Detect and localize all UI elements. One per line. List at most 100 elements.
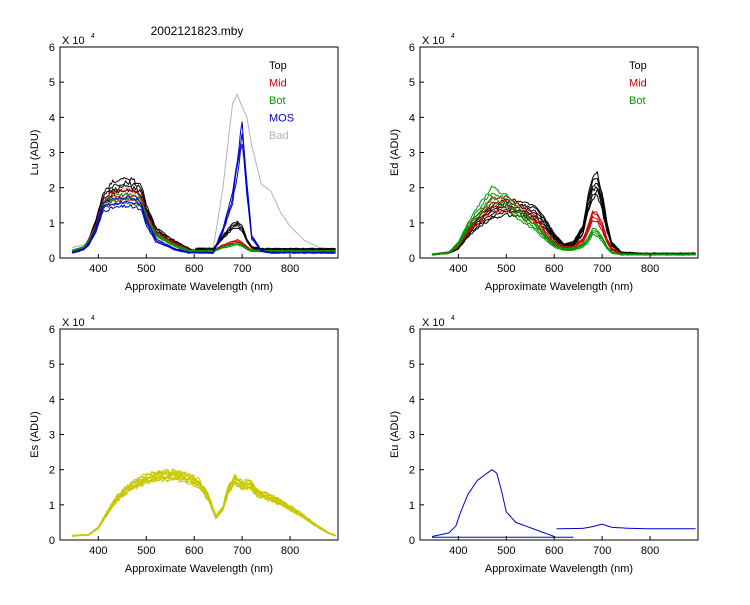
y-tick-label: 5 bbox=[409, 359, 415, 371]
figure-title: 2002121823.mby bbox=[151, 24, 244, 38]
x-tick-label: 600 bbox=[185, 263, 203, 275]
y-axis-label: Lu (ADU) bbox=[29, 130, 41, 176]
series-line-mos-3 bbox=[71, 121, 336, 254]
series-line-bad bbox=[71, 93, 336, 250]
series-line-es-10 bbox=[71, 468, 336, 536]
series-line-bot-2 bbox=[431, 195, 696, 256]
y-tick-label: 1 bbox=[409, 218, 415, 230]
series-line-bot-1 bbox=[71, 200, 336, 253]
plot-frame bbox=[59, 46, 339, 259]
y-tick-label: 0 bbox=[49, 535, 55, 547]
chart-ed: 400 500 600 700 800 0 1 2 3 4 5 6 X 10 4 Approximate W… bbox=[389, 33, 699, 293]
chart-es: 400 500 600 700 800 0 1 2 3 4 5 6 X 10 4 Approximate W… bbox=[29, 315, 339, 575]
axis-multiplier: X 10 bbox=[62, 35, 85, 47]
y-tick-label: 0 bbox=[409, 535, 415, 547]
x-tick-label: 500 bbox=[497, 263, 515, 275]
x-axis-label: Approximate Wavelength (nm) bbox=[125, 281, 273, 293]
y-tick-label: 4 bbox=[49, 112, 55, 124]
series-line-bot-4 bbox=[431, 185, 696, 255]
x-tick-label: 600 bbox=[545, 263, 563, 275]
series-line-mid-1 bbox=[71, 196, 336, 253]
legend-entry-top: Top bbox=[269, 60, 287, 72]
x-axis-label: Approximate Wavelength (nm) bbox=[485, 563, 633, 575]
y-tick-label: 2 bbox=[49, 183, 55, 195]
axis-multiplier: X 10 bbox=[62, 317, 85, 329]
legend-entry-mid: Mid bbox=[629, 78, 647, 90]
y-tick-label: 0 bbox=[49, 253, 55, 265]
plot-frame bbox=[419, 46, 699, 259]
legend-entry-bot: Bot bbox=[629, 95, 646, 107]
y-tick-label: 2 bbox=[409, 465, 415, 477]
series-line-es-1 bbox=[71, 476, 336, 537]
x-tick-label: 800 bbox=[281, 263, 299, 275]
axis-multiplier-exponent: 4 bbox=[91, 33, 95, 40]
x-tick-label: 400 bbox=[449, 263, 467, 275]
chart-eu: 400 500 600 700 800 0 1 2 3 4 5 6 X 10 4 Approximate W… bbox=[389, 315, 699, 575]
series-line-bot-2 bbox=[72, 196, 336, 252]
y-tick-label: 3 bbox=[49, 148, 55, 160]
series-line-top-6 bbox=[431, 170, 696, 255]
axis-multiplier: X 10 bbox=[422, 35, 445, 47]
series-line-eu-red bbox=[556, 523, 696, 530]
axis-multiplier-exponent: 4 bbox=[91, 315, 95, 322]
x-tick-label: 700 bbox=[593, 545, 611, 557]
y-tick-label: 2 bbox=[409, 183, 415, 195]
x-tick-label: 500 bbox=[137, 263, 155, 275]
x-tick-label: 400 bbox=[89, 263, 107, 275]
x-tick-label: 700 bbox=[233, 545, 251, 557]
x-tick-label: 700 bbox=[233, 263, 251, 275]
series-line-mos-1 bbox=[71, 143, 336, 255]
y-tick-label: 6 bbox=[49, 324, 55, 336]
series-line-top-1 bbox=[71, 188, 336, 253]
axis-multiplier: X 10 bbox=[422, 317, 445, 329]
y-axis-label: Es (ADU) bbox=[29, 411, 41, 457]
series-line-bot-3 bbox=[71, 192, 336, 252]
y-tick-label: 5 bbox=[409, 77, 415, 89]
y-tick-label: 4 bbox=[409, 394, 415, 406]
legend-entry-top: Top bbox=[629, 60, 647, 72]
y-axis-label: Ed (ADU) bbox=[389, 129, 401, 176]
series-group-ed bbox=[431, 170, 696, 256]
x-tick-label: 500 bbox=[137, 545, 155, 557]
x-tick-label: 600 bbox=[545, 545, 563, 557]
y-tick-label: 1 bbox=[409, 500, 415, 512]
x-axis-label: Approximate Wavelength (nm) bbox=[125, 563, 273, 575]
y-tick-label: 6 bbox=[49, 42, 55, 54]
series-group-es bbox=[71, 468, 336, 537]
chart-lu: 400 500 600 700 800 0 1 2 3 4 5 6 X 10 4 Approximate W… bbox=[29, 33, 339, 293]
y-tick-label: 4 bbox=[49, 394, 55, 406]
y-tick-label: 4 bbox=[409, 112, 415, 124]
x-tick-label: 700 bbox=[593, 263, 611, 275]
series-line-eu bbox=[431, 469, 555, 537]
y-axis-label: Eu (ADU) bbox=[389, 411, 401, 458]
y-tick-label: 3 bbox=[49, 430, 55, 442]
legend-entry-mid: Mid bbox=[269, 78, 287, 90]
y-tick-label: 5 bbox=[49, 359, 55, 371]
x-tick-label: 800 bbox=[641, 263, 659, 275]
y-tick-label: 3 bbox=[409, 430, 415, 442]
y-tick-label: 2 bbox=[49, 465, 55, 477]
axis-multiplier-exponent: 4 bbox=[451, 315, 455, 322]
x-tick-label: 400 bbox=[449, 545, 467, 557]
y-tick-label: 6 bbox=[409, 42, 415, 54]
series-group-eu bbox=[431, 469, 696, 538]
x-tick-label: 500 bbox=[497, 545, 515, 557]
x-tick-label: 800 bbox=[281, 545, 299, 557]
series-line-top-4 bbox=[71, 176, 336, 252]
legend-entry-bad: Bad bbox=[269, 130, 289, 142]
y-tick-label: 1 bbox=[49, 500, 55, 512]
series-line-top-2 bbox=[71, 184, 336, 252]
legend-entry-mos: MOS bbox=[269, 113, 294, 125]
series-group-lu bbox=[71, 93, 336, 255]
y-tick-label: 3 bbox=[409, 148, 415, 160]
plot-frame bbox=[59, 328, 339, 541]
x-tick-label: 600 bbox=[185, 545, 203, 557]
y-tick-label: 0 bbox=[409, 253, 415, 265]
x-tick-label: 800 bbox=[641, 545, 659, 557]
x-tick-label: 400 bbox=[89, 545, 107, 557]
axis-multiplier-exponent: 4 bbox=[451, 33, 455, 40]
y-tick-label: 6 bbox=[409, 324, 415, 336]
y-tick-label: 5 bbox=[49, 77, 55, 89]
